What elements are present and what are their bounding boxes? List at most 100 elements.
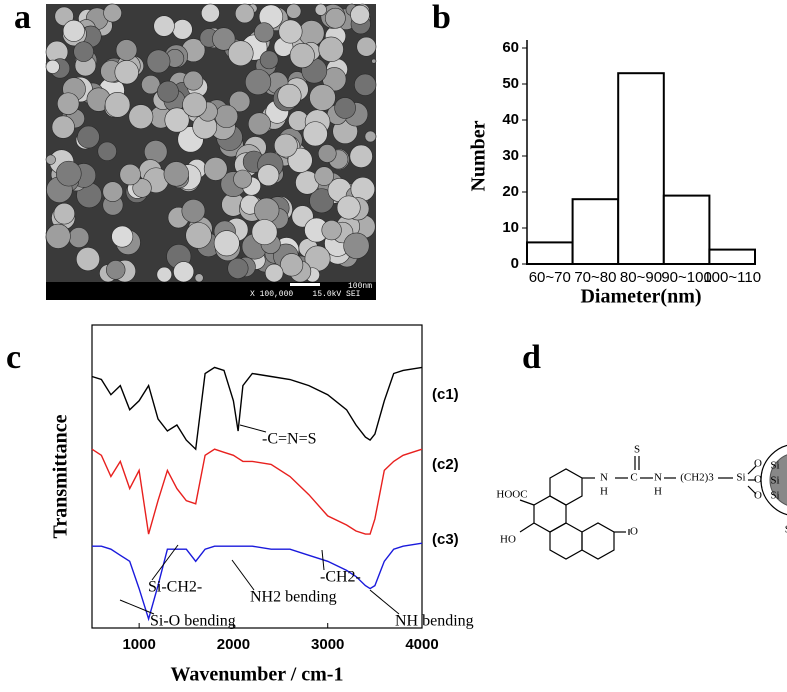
particle	[336, 195, 361, 220]
structure-label: HOOC	[496, 489, 527, 501]
particle	[364, 130, 377, 143]
particle	[97, 141, 117, 162]
spectrum-line	[91, 366, 423, 451]
structure-label: N	[654, 472, 662, 484]
structure-bonds	[519, 444, 787, 560]
particle	[194, 273, 204, 283]
structure-label: H	[600, 486, 608, 498]
particle	[119, 163, 141, 186]
structure-label: SNPs	[785, 524, 787, 536]
particle	[244, 68, 272, 96]
annotation: Si-CH2-	[148, 579, 202, 596]
structure-label: Si	[736, 472, 745, 484]
particle	[324, 7, 346, 29]
particle	[115, 39, 138, 61]
x-tick-label: 80~90	[620, 269, 662, 286]
x-tick-label: 90~100	[661, 269, 711, 286]
annotation: NH2 bending	[250, 589, 337, 606]
particle	[172, 19, 193, 40]
particle	[234, 3, 255, 24]
particle	[349, 144, 373, 168]
structure-label: H	[654, 486, 662, 498]
particle	[334, 97, 356, 119]
y-tick-label: 20	[502, 183, 519, 200]
particle	[213, 230, 240, 257]
structure-label: O	[754, 490, 762, 502]
particle	[233, 169, 253, 189]
particle	[309, 188, 335, 214]
panel-label: a	[14, 0, 31, 36]
structure-label: C	[630, 472, 637, 484]
particle	[254, 22, 275, 43]
y-tick-label: 50	[502, 75, 519, 92]
particle	[163, 161, 189, 187]
sem-particles	[45, 3, 377, 283]
spectrum-line	[91, 448, 423, 535]
series-label: (c3)	[432, 531, 459, 548]
annotation: Si-O bending	[150, 613, 236, 630]
particle	[102, 181, 124, 202]
bar	[571, 198, 620, 265]
particle	[257, 164, 280, 187]
particle	[45, 223, 71, 249]
sem-footer: X 100,000 15.0kV SEI	[250, 290, 360, 299]
particle	[309, 84, 336, 111]
particle	[314, 3, 327, 16]
particle	[286, 3, 302, 19]
particle	[254, 197, 280, 223]
particle	[75, 247, 100, 272]
particle	[371, 58, 377, 64]
y-axis-label: Number	[468, 120, 490, 191]
annotation-arrow	[369, 589, 400, 615]
particle	[53, 202, 76, 225]
particle	[314, 166, 334, 186]
structure-label: S	[634, 444, 640, 456]
y-axis-label: Transmittance	[50, 414, 72, 538]
particle	[106, 260, 126, 280]
y-tick-label: 60	[502, 39, 519, 56]
particle	[289, 43, 315, 69]
particle	[287, 147, 313, 173]
structure-label: O	[754, 474, 762, 486]
particle	[181, 198, 206, 223]
bar	[662, 194, 711, 266]
particle	[302, 121, 328, 147]
particle	[203, 157, 228, 181]
structure-label: (CH2)3	[680, 472, 714, 484]
x-tick-label: 100~110	[703, 269, 761, 286]
structure-label: N	[600, 472, 608, 484]
annotation: -CH2-	[320, 569, 361, 586]
particle	[229, 90, 251, 113]
plot-frame	[91, 324, 423, 629]
panel-label: d	[522, 339, 541, 376]
particle	[278, 19, 303, 44]
structure-label: Si	[770, 460, 779, 472]
structure-label: Si	[770, 490, 779, 502]
x-axis-label: Diameter(nm)	[580, 286, 701, 308]
particle	[277, 83, 302, 108]
panel-label: b	[432, 0, 451, 36]
particle	[356, 36, 377, 57]
particle	[111, 225, 134, 248]
annotation-arrow	[321, 549, 325, 571]
particle	[157, 80, 179, 103]
series-label: (c2)	[432, 456, 459, 473]
y-tick-label: 10	[502, 219, 519, 236]
particle	[321, 220, 342, 241]
particle	[317, 144, 337, 163]
particle	[132, 178, 152, 198]
x-tick-label: 3000	[311, 636, 344, 653]
particle	[45, 59, 60, 74]
particle	[77, 125, 100, 149]
particle	[153, 15, 175, 37]
particle	[104, 92, 131, 118]
particle	[185, 222, 212, 249]
particle	[354, 73, 377, 96]
axes	[526, 40, 755, 265]
y-tick-label: 30	[502, 147, 519, 164]
particle	[57, 92, 80, 115]
annotation-arrow	[119, 599, 155, 615]
sem-footer-bar	[46, 282, 376, 300]
particle	[318, 36, 344, 62]
